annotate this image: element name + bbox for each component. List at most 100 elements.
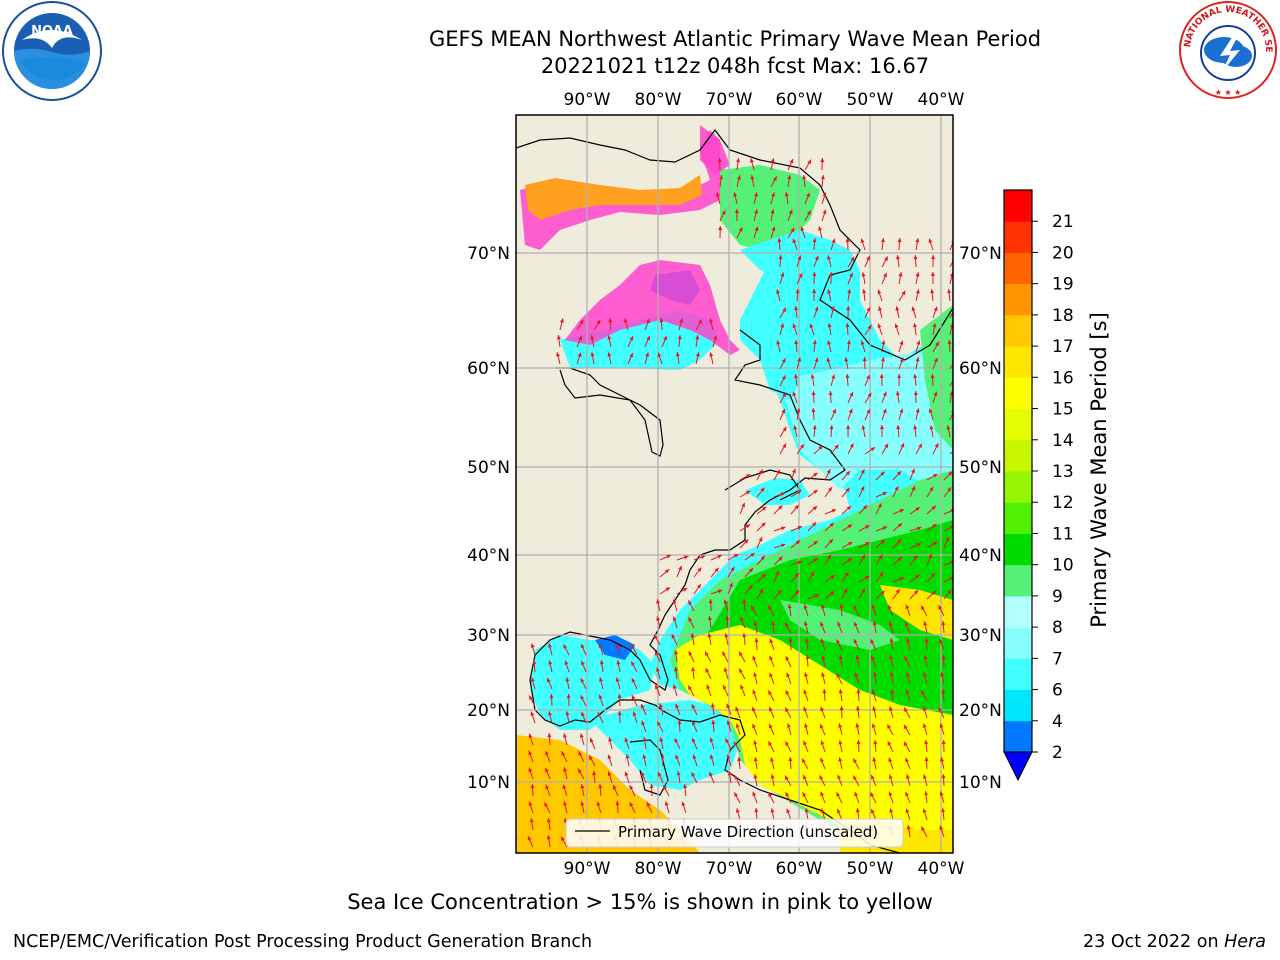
colorbar-segment: [1004, 408, 1032, 441]
wave-arrow-head: [735, 723, 740, 728]
wave-arrow-head: [894, 486, 899, 491]
wave-arrow-head: [941, 621, 946, 626]
wave-arrow-head: [632, 711, 637, 716]
wave-arrow-head: [739, 668, 743, 673]
wave-arrow-head: [692, 721, 696, 726]
wave-arrow-head: [725, 616, 730, 621]
colorbar-tick-label: 12: [1052, 493, 1074, 513]
wave-arrow-head: [788, 638, 793, 643]
wave-arrow-head: [845, 471, 850, 476]
gulf-st-lawrence: [745, 478, 810, 505]
wave-arrow-head: [761, 573, 766, 579]
wave-arrow-head: [607, 352, 612, 357]
wave-arrow-head: [707, 633, 712, 638]
wave-arrow-head: [792, 468, 796, 474]
wave-arrow-head: [760, 487, 765, 492]
wave-arrow-head: [787, 175, 792, 180]
lon-label: 60°W: [776, 859, 823, 879]
wave-arrow-head: [877, 503, 882, 508]
wave-arrow-head: [563, 767, 568, 772]
wave-arrow-head: [804, 808, 809, 813]
wave-arrow-head: [566, 694, 571, 699]
wave-arrow-head: [884, 256, 888, 261]
wave-arrow-head: [820, 638, 825, 643]
wave-arrow-head: [579, 733, 584, 738]
wave-arrow-head: [770, 209, 775, 214]
lat-label: 60°N: [959, 359, 1002, 379]
wave-arrow-head: [705, 651, 709, 656]
colorbar-segment: [1004, 471, 1032, 503]
wave-arrow-head: [906, 774, 910, 779]
wave-arrow-head: [607, 771, 612, 776]
wave-arrow-head: [803, 740, 807, 746]
wave-arrow-head: [849, 443, 854, 448]
wave-arrow-head: [598, 643, 603, 648]
wave-arrow-head: [734, 209, 739, 213]
wave-arrow-head: [742, 599, 747, 604]
wave-arrow-head: [664, 801, 669, 806]
wave-arrow-head: [782, 392, 786, 398]
wave-arrow-head: [748, 568, 753, 573]
wave-arrow-head: [675, 703, 679, 709]
wave-arrow-head: [915, 507, 920, 512]
wave-arrow-head: [889, 808, 894, 813]
wave-arrow-head: [898, 272, 903, 277]
lon-label: 40°W: [918, 90, 965, 110]
wave-arrow-head: [790, 227, 795, 233]
lat-label: 40°N: [959, 546, 1002, 566]
wave-arrow-head: [754, 638, 759, 643]
wave-arrow-head: [787, 723, 791, 728]
wave-arrow-head: [792, 323, 797, 328]
wave-arrow-head: [913, 391, 918, 395]
wave-arrow-head: [581, 660, 585, 666]
wave-arrow-head: [939, 723, 944, 728]
wave-arrow-head: [664, 569, 670, 574]
wave-arrow-head: [838, 689, 843, 694]
wave-arrow-head: [844, 572, 849, 577]
wave-arrow-head: [931, 505, 936, 510]
wave-arrow-head: [692, 754, 697, 759]
wave-arrow-head: [548, 711, 552, 716]
wave-arrow-head: [530, 711, 535, 716]
wave-arrow-head: [922, 723, 927, 728]
wave-arrow-head: [882, 526, 888, 530]
wave-arrow-head: [923, 621, 928, 626]
lon-label: 70°W: [706, 90, 753, 110]
colorbar-segment: [1004, 533, 1032, 566]
wave-arrow-head: [752, 723, 756, 729]
wave-arrow-head: [734, 741, 738, 747]
wave-arrow-head: [776, 469, 780, 474]
wave-arrow-head: [855, 655, 860, 660]
wave-arrow-head: [527, 836, 532, 841]
wave-arrow-head: [881, 238, 885, 243]
wave-arrow-head: [530, 677, 535, 682]
baffin-bay: [740, 230, 850, 290]
wave-arrow-head: [932, 323, 937, 328]
wave-arrow-head: [905, 689, 910, 694]
wave-arrow-head: [853, 639, 858, 644]
wave-arrow-head: [528, 733, 533, 738]
wave-arrow-head: [547, 818, 551, 823]
wave-arrow-head: [802, 792, 807, 797]
wave-arrow-head: [881, 357, 885, 362]
wave-arrow-head: [657, 352, 662, 358]
wave-arrow-head: [511, 768, 515, 773]
lat-label: 30°N: [467, 626, 510, 646]
wave-arrow-head: [871, 775, 875, 780]
wave-arrow-head: [771, 226, 776, 231]
wave-arrow-head: [934, 357, 938, 363]
colorbar-tick-label: 19: [1052, 275, 1074, 295]
svg-text:★ ★ ★: ★ ★ ★: [1215, 88, 1242, 97]
wave-arrow-head: [923, 774, 927, 779]
wave-arrow-head: [795, 540, 801, 545]
wave-arrow-head: [793, 425, 798, 430]
wave-arrow-head: [708, 616, 712, 621]
wave-arrow-head: [906, 672, 910, 677]
wave-arrow-head: [675, 754, 679, 760]
wave-arrow-head: [545, 784, 550, 790]
wave-arrow-head: [717, 158, 722, 163]
wave-arrow-head: [548, 643, 552, 648]
lat-label: 30°N: [959, 626, 1002, 646]
wave-arrow-head: [845, 487, 850, 493]
wave-arrow-head: [814, 594, 820, 598]
